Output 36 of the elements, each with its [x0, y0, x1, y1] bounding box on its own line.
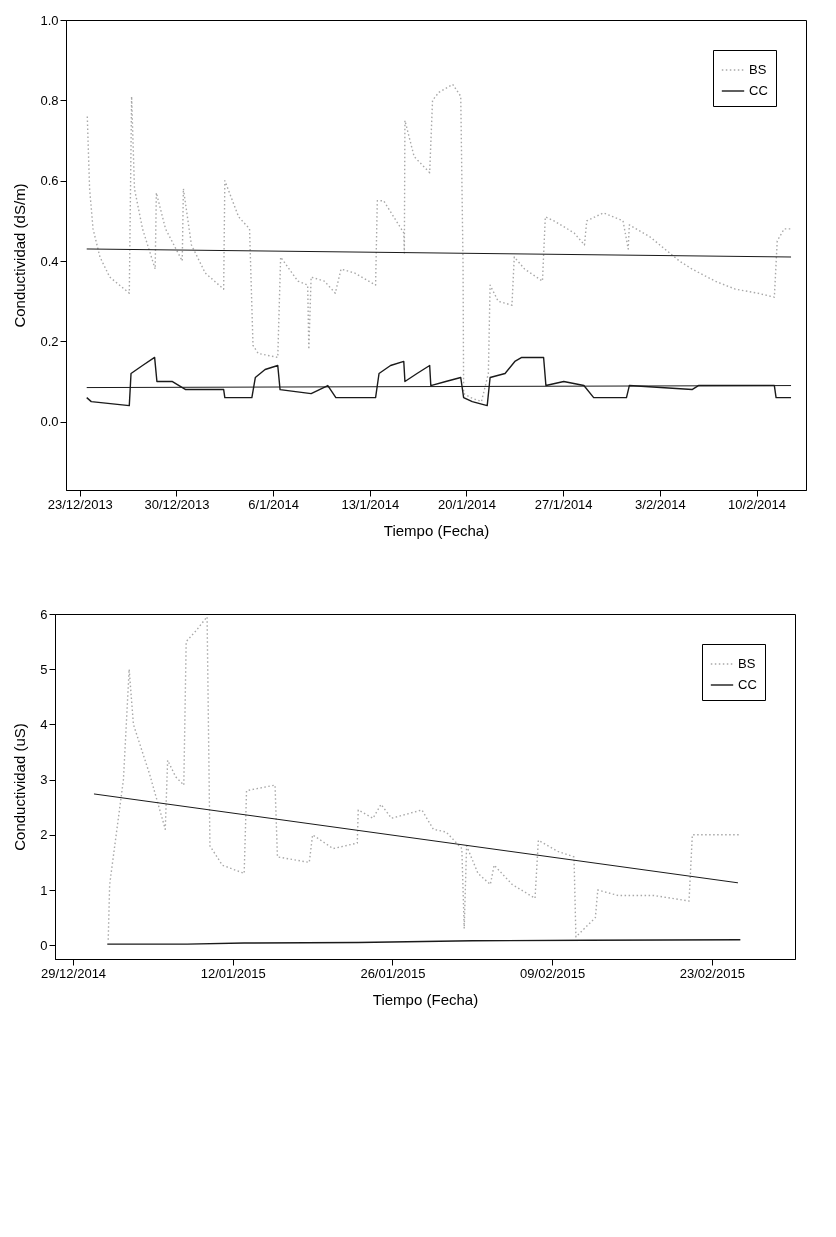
- y-tick-label: 1: [40, 882, 48, 898]
- legend-label: BS: [749, 62, 767, 77]
- x-tick-label: 3/2/2014: [635, 496, 686, 512]
- y-tick-label: 3: [40, 772, 48, 788]
- x-tick-label: 29/12/2014: [41, 965, 107, 981]
- legend-label: BS: [738, 656, 756, 671]
- y-tick-label: 0.2: [40, 333, 59, 349]
- y-tick-label: 0.0: [40, 414, 59, 430]
- x-tick-label: 26/01/2015: [360, 965, 426, 981]
- y-tick-label: 6: [40, 606, 48, 622]
- y-axis-title: Conductividad (dS/m): [11, 183, 29, 328]
- y-tick-label: 0.8: [40, 92, 59, 108]
- x-tick-label: 12/01/2015: [200, 965, 266, 981]
- x-tick-label: 10/2/2014: [728, 496, 786, 512]
- x-tick-label: 6/1/2014: [248, 496, 299, 512]
- x-tick-label: 09/02/2015: [520, 965, 586, 981]
- legend-label: CC: [738, 677, 757, 692]
- x-axis-title: Tiempo (Fecha): [372, 990, 479, 1008]
- line-series: [86, 356, 792, 407]
- y-tick-label: 2: [40, 827, 48, 843]
- y-tick-label: 0: [40, 937, 48, 953]
- y-tick-label: 0.4: [40, 253, 59, 269]
- x-tick-label: 27/1/2014: [534, 496, 593, 512]
- y-tick-label: 5: [40, 661, 48, 677]
- legend-label: CC: [749, 83, 768, 98]
- x-tick-label: 13/1/2014: [341, 496, 400, 512]
- y-tick-label: 0.6: [40, 173, 59, 189]
- x-tick-label: 20/1/2014: [438, 496, 496, 512]
- x-tick-label: 23/12/2013: [47, 496, 113, 512]
- y-tick-label: 4: [40, 716, 48, 732]
- y-tick-label: 1.0: [40, 12, 59, 28]
- line-series: [86, 83, 792, 403]
- x-axis-title: Tiempo (Fecha): [383, 521, 490, 539]
- y-axis-title: Conductividad (uS): [11, 723, 29, 851]
- x-tick-label: 23/02/2015: [679, 965, 745, 981]
- x-tick-label: 30/12/2013: [144, 496, 210, 512]
